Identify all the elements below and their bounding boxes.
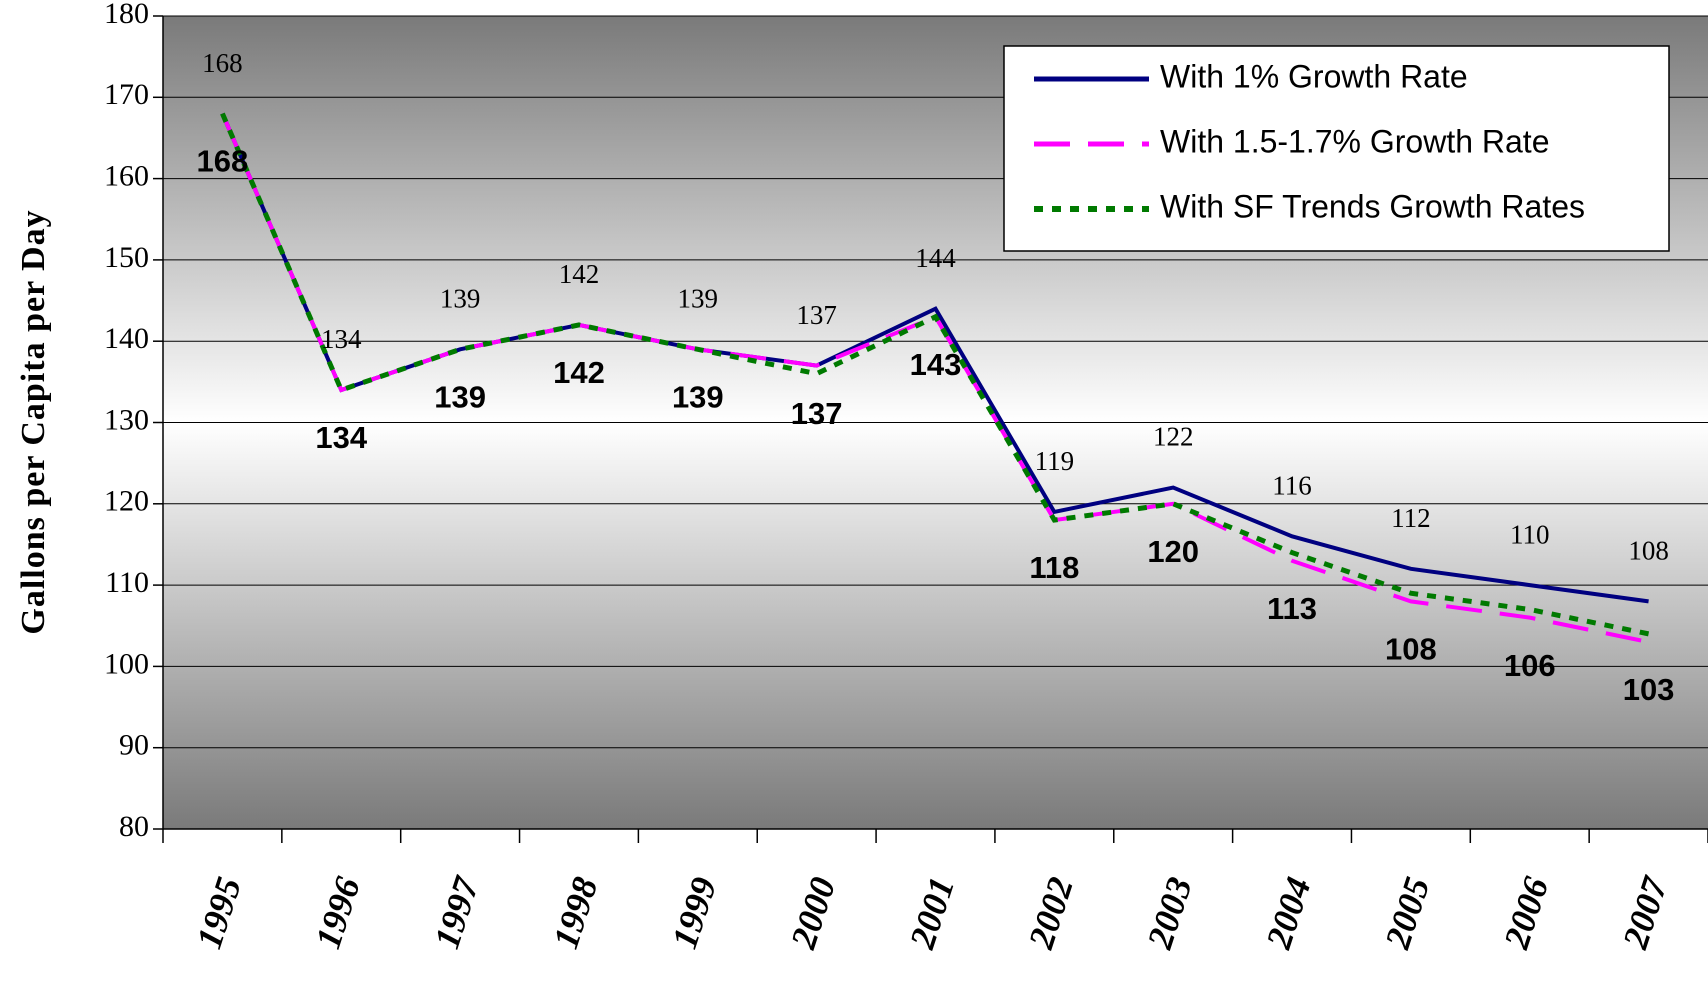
legend-label: With 1% Growth Rate — [1160, 58, 1468, 94]
data-label: 139 — [434, 380, 486, 415]
x-tick-label: 1999 — [664, 872, 724, 953]
x-tick-label: 1998 — [545, 872, 605, 953]
y-tick-label: 130 — [104, 403, 149, 436]
y-tick-label: 150 — [104, 241, 149, 274]
x-tick-label: 2000 — [783, 872, 844, 954]
data-label: 168 — [197, 144, 249, 179]
series-line — [220, 112, 1649, 604]
y-tick-label: 120 — [104, 485, 149, 518]
data-label: 139 — [678, 284, 719, 314]
y-tick-label: 140 — [104, 322, 149, 355]
data-label: 168 — [202, 48, 243, 78]
series-line — [220, 112, 1649, 644]
x-tick-label: 1997 — [426, 871, 487, 954]
data-label: 118 — [1029, 550, 1079, 585]
data-label: 110 — [1510, 519, 1550, 549]
data-label: 134 — [321, 324, 362, 354]
legend-label: With 1.5-1.7% Growth Rate — [1160, 123, 1549, 159]
data-label: 112 — [1391, 503, 1431, 533]
x-tick-label: 2003 — [1139, 872, 1200, 954]
y-tick-label: 110 — [105, 566, 149, 599]
data-label: 120 — [1147, 534, 1199, 569]
data-label: 137 — [796, 300, 837, 330]
data-label: 143 — [910, 347, 962, 382]
x-tick-label: 1996 — [308, 872, 368, 953]
x-tick-label: 2007 — [1615, 871, 1676, 955]
y-tick-label: 160 — [104, 159, 149, 192]
data-label: 134 — [315, 420, 367, 455]
x-tick-label: 2004 — [1258, 872, 1319, 954]
data-label: 108 — [1385, 632, 1437, 667]
legend-label: With SF Trends Growth Rates — [1160, 188, 1585, 224]
y-axis-title: Gallons per Capita per Day — [15, 209, 52, 634]
data-label: 113 — [1267, 591, 1317, 626]
series-line — [220, 112, 1650, 637]
data-label: 122 — [1153, 422, 1194, 452]
y-tick-label: 100 — [104, 647, 149, 680]
data-label: 116 — [1272, 471, 1312, 501]
data-label: 142 — [553, 355, 605, 390]
data-label: 103 — [1623, 672, 1675, 707]
x-tick-label: 2006 — [1496, 872, 1557, 954]
data-label: 108 — [1628, 536, 1669, 566]
y-tick-label: 80 — [119, 810, 149, 843]
y-tick-label: 180 — [104, 0, 149, 30]
data-label: 144 — [915, 243, 956, 273]
data-label: 142 — [559, 259, 600, 289]
x-tick-label: 1995 — [189, 872, 249, 953]
y-tick-label: 170 — [104, 78, 149, 111]
data-label: 139 — [440, 284, 481, 314]
data-label: 137 — [791, 396, 843, 431]
x-tick-label: 2005 — [1377, 872, 1438, 954]
data-label: 119 — [1035, 446, 1075, 476]
x-tick-label: 2002 — [1020, 872, 1081, 954]
x-tick-label: 2001 — [901, 872, 962, 954]
data-label: 106 — [1504, 648, 1556, 683]
data-label: 139 — [672, 380, 724, 415]
y-tick-label: 90 — [119, 729, 149, 762]
